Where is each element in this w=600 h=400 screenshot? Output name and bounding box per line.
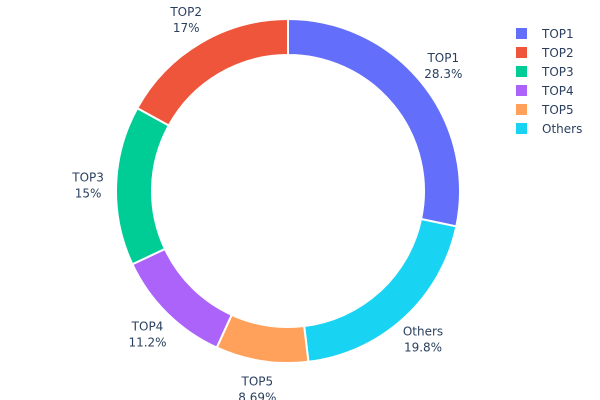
legend-swatch [516,104,527,115]
legend-label: TOP4 [541,84,574,98]
slice-label-top1: TOP1 28.3% [424,51,462,81]
legend-label: TOP1 [541,27,574,41]
legend-swatch [516,85,527,96]
legend-label: TOP5 [541,103,574,117]
legend-label: Others [542,122,582,136]
slice-label-top4: TOP4 11.2% [128,319,166,349]
legend-item-top2[interactable]: TOP2 [516,46,574,60]
slice-top5[interactable] [215,313,310,364]
legend-swatch [516,66,527,77]
legend-swatch [516,123,527,134]
legend-swatch [516,47,527,58]
legend-label: TOP3 [541,65,574,79]
legend-swatch [516,28,527,39]
slice-label-top5: TOP5 8.69% [238,375,276,400]
slice-top3[interactable] [115,106,171,266]
legend-item-top4[interactable]: TOP4 [516,84,574,98]
legend-item-others[interactable]: Others [516,122,582,136]
legend-item-top5[interactable]: TOP5 [516,103,574,117]
legend-item-top1[interactable]: TOP1 [516,27,574,41]
slice-label-others: Others 19.8% [403,325,443,355]
slice-top2[interactable] [135,17,289,127]
legend-label: TOP2 [541,46,574,60]
slice-label-top2: TOP2 17% [169,5,202,35]
legend-item-top3[interactable]: TOP3 [516,65,574,79]
slice-label-top3: TOP3 15% [71,171,104,201]
